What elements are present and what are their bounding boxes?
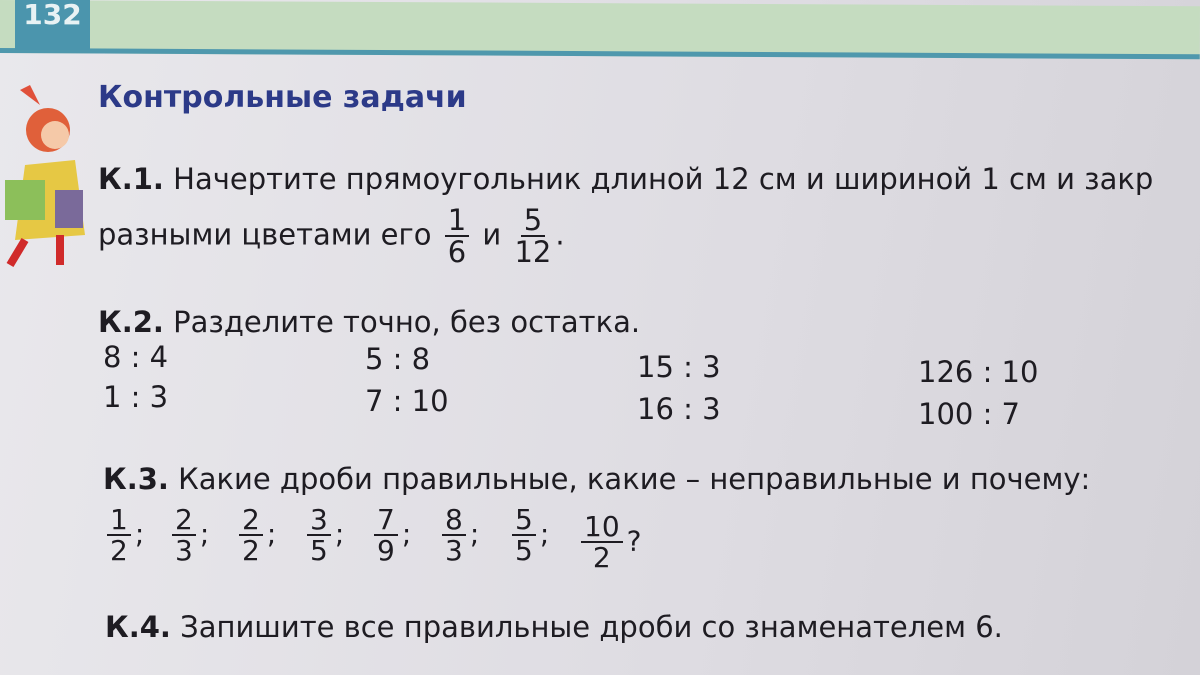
fraction: 10 2? [577, 512, 642, 573]
fraction: 2 2; [235, 505, 276, 566]
fraction: 7 9; [370, 505, 411, 566]
division-item: 15 : 3 [637, 350, 721, 384]
task-k3: К.3. Какие дроби правильные, какие – неп… [103, 462, 1091, 496]
fraction: 1 2; [103, 505, 144, 566]
page-title: Контрольные задачи [98, 80, 467, 115]
division-item: 1 : 3 [103, 380, 169, 414]
task-k2: К.2. Разделите точно, без остатка. [98, 305, 641, 339]
division-item: 7 : 10 [365, 384, 449, 418]
page-number: 132 [15, 0, 90, 50]
girl-illustration [5, 85, 85, 268]
division-item: 16 : 3 [637, 392, 721, 426]
fraction: 2 3; [168, 505, 209, 566]
header-band [0, 0, 1200, 60]
fraction: 5 12 [514, 203, 552, 270]
division-item: 100 : 7 [918, 397, 1021, 431]
task-k4: К.4. Запишите все правильные дроби со зн… [105, 610, 1003, 644]
fraction: 8 3; [438, 505, 479, 566]
division-item: 126 : 10 [918, 355, 1039, 389]
division-item: 5 : 8 [365, 342, 431, 376]
division-item: 8 : 4 [103, 340, 169, 374]
fraction: 3 5; [303, 505, 344, 566]
fraction: 5 5; [508, 505, 549, 566]
task-k1-line1: К.1. Начертите прямоугольник длиной 12 с… [98, 162, 1154, 196]
